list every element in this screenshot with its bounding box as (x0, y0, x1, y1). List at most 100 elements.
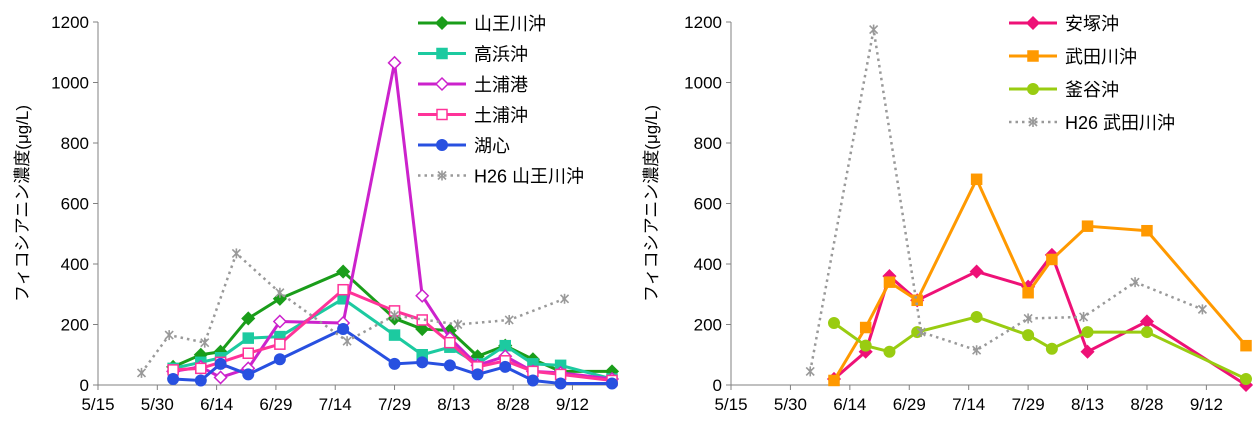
data-point (972, 345, 982, 356)
data-point (606, 377, 618, 390)
data-point (1240, 339, 1252, 352)
data-point (453, 319, 463, 330)
series-3 (828, 310, 1252, 385)
data-point (499, 339, 511, 352)
data-point (911, 294, 923, 307)
data-point (1197, 304, 1207, 315)
data-point (970, 173, 983, 186)
data-point (1022, 286, 1034, 299)
series-line (809, 28, 1203, 372)
x-tick-label: 7/29 (1012, 395, 1045, 414)
data-point (415, 321, 430, 337)
data-point (1141, 224, 1153, 237)
data-point (471, 368, 484, 381)
y-tick-label: 200 (61, 316, 89, 335)
data-point (883, 345, 896, 358)
y-tick-label: 400 (694, 255, 722, 274)
legend-item: 山王川沖 (418, 14, 546, 34)
data-point (387, 55, 402, 70)
data-point (337, 323, 350, 336)
data-point (272, 314, 287, 329)
data-point (526, 374, 539, 387)
data-point (242, 347, 254, 359)
legend-item: H26 武田川沖 (1009, 113, 1175, 133)
data-point (444, 336, 456, 349)
legend-item: H26 山王川沖 (418, 167, 584, 187)
data-point (336, 264, 351, 279)
x-tick-label: 7/29 (378, 395, 411, 414)
series-line (833, 315, 1247, 381)
y-tick-label: 800 (694, 134, 722, 153)
x-tick-label: 8/28 (497, 395, 530, 414)
legend-label: 山王川沖 (474, 14, 546, 34)
legend-item: 釜谷沖 (1009, 80, 1119, 100)
data-point (1080, 344, 1095, 359)
legend-label: H26 武田川沖 (1065, 113, 1175, 133)
y-tick-label: 1200 (51, 13, 89, 32)
data-point (388, 357, 401, 370)
data-point (828, 374, 840, 387)
data-point (241, 311, 256, 326)
data-point (443, 359, 456, 372)
data-point (1081, 326, 1094, 339)
legend-marker (1027, 50, 1039, 62)
data-point (389, 310, 400, 321)
legend-item: 高浜沖 (418, 45, 528, 65)
x-tick-label: 9/12 (1190, 395, 1223, 414)
legend-label: 釜谷沖 (1065, 80, 1119, 100)
legend-marker (434, 15, 450, 31)
data-point (231, 248, 241, 259)
legend-label: 土浦沖 (474, 106, 528, 126)
data-point (1081, 220, 1094, 232)
data-point (1130, 277, 1140, 288)
data-point (1023, 313, 1033, 324)
y-axis-title: フィコシアニン濃度(μg/L) (642, 105, 661, 302)
data-point (200, 337, 210, 348)
legend-marker (436, 108, 448, 121)
data-point (1022, 329, 1035, 342)
data-point (337, 283, 349, 296)
legend-marker (1027, 83, 1039, 95)
legend-item: 安塚沖 (1009, 14, 1119, 34)
chart-right: 0 200 400 600 800 1000 1200 5/15 5/30 6/14 6/29 7/1… (642, 13, 1254, 414)
x-tick-label: 6/29 (893, 395, 926, 414)
x-tick-label: 7/14 (952, 395, 985, 414)
data-point (213, 370, 228, 385)
legend-marker (1028, 117, 1038, 127)
data-point (828, 316, 840, 329)
legend-marker (436, 139, 448, 151)
x-tick-label: 5/15 (81, 395, 114, 414)
legend-label: 湖心 (474, 136, 510, 156)
x-tick-label: 6/14 (200, 395, 233, 414)
x-tick-label: 5/15 (714, 395, 747, 414)
y-tick-label: 1200 (684, 13, 722, 32)
data-point (859, 339, 872, 352)
legend-item: 湖心 (418, 136, 510, 156)
legend-marker (434, 76, 450, 92)
series-line (832, 177, 1248, 382)
legend-label: 武田川沖 (1065, 47, 1137, 67)
y-tick-label: 600 (61, 195, 89, 214)
x-tick-label: 5/30 (141, 395, 174, 414)
legend-label: 土浦港 (474, 75, 528, 95)
x-tick-label: 6/14 (833, 395, 866, 414)
series-line (140, 252, 566, 374)
legend-item: 武田川沖 (1009, 47, 1137, 67)
data-point (805, 366, 815, 377)
legend-label: 安塚沖 (1065, 14, 1119, 34)
chart-left: 0 200 400 600 800 1000 1200 5/15 5/30 6/14 6/29 7/1… (13, 13, 620, 414)
x-tick-label: 7/14 (319, 395, 352, 414)
data-point (1079, 311, 1089, 322)
data-point (499, 360, 512, 373)
series-4 (805, 24, 1207, 377)
data-point (869, 24, 879, 35)
data-point (1240, 372, 1252, 385)
y-tick-label: 1000 (51, 74, 89, 93)
y-tick-label: 0 (713, 376, 722, 395)
y-tick-label: 0 (80, 376, 89, 395)
series-5 (167, 323, 618, 390)
data-point (136, 367, 147, 378)
data-point (883, 276, 896, 288)
legend-marker (437, 170, 447, 181)
